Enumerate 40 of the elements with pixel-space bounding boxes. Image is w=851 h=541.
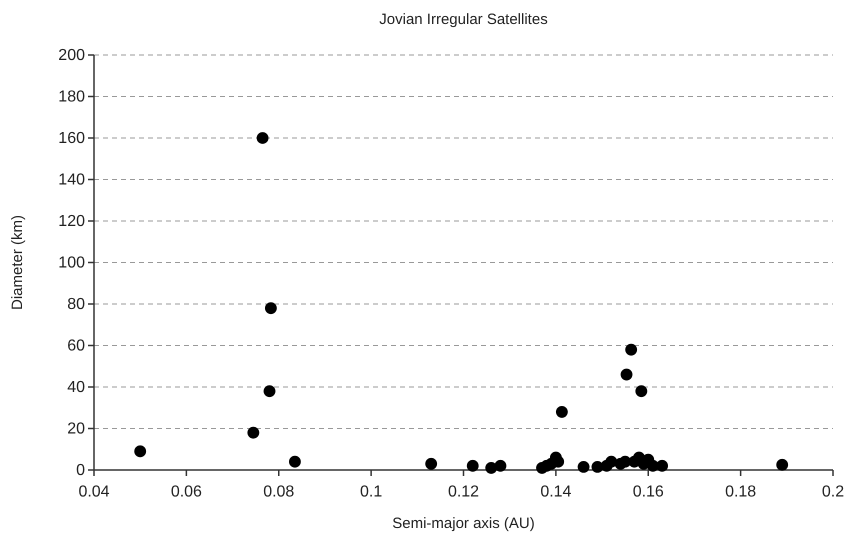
point <box>494 460 506 472</box>
x-tick-label: 0.14 <box>540 484 572 501</box>
y-tick-label: 100 <box>58 254 86 272</box>
x-tick-label: 0.04 <box>78 484 110 501</box>
point <box>656 460 668 472</box>
point <box>264 302 277 314</box>
point <box>625 344 638 356</box>
y-tick-label: 60 <box>67 338 86 355</box>
x-tick-label: 0.1 <box>360 484 382 501</box>
point <box>256 132 268 144</box>
x-tick-label: 0.16 <box>632 484 664 501</box>
x-axis-title: Semi-major axis (AU) <box>392 515 535 532</box>
point <box>620 368 632 380</box>
point <box>776 458 788 471</box>
x-tick-label: 0.08 <box>263 484 294 501</box>
y-tick-label: 180 <box>58 88 86 106</box>
point <box>264 385 276 398</box>
y-tick-label: 80 <box>67 296 86 314</box>
y-tick-label: 20 <box>67 420 86 438</box>
point <box>466 460 479 472</box>
y-tick-label: 120 <box>58 213 86 230</box>
point <box>425 458 438 470</box>
y-axis-title: Diameter (km) <box>9 214 26 310</box>
point <box>578 460 590 473</box>
x-tick-label: 0.06 <box>170 484 202 501</box>
y-tick-label: 140 <box>58 172 86 189</box>
y-tick-label: 160 <box>58 130 86 148</box>
point <box>289 456 301 468</box>
y-tick-label: 40 <box>67 379 86 396</box>
x-tick-label: 0.12 <box>448 484 480 501</box>
point <box>485 462 498 474</box>
y-tick-label: 0 <box>76 462 86 480</box>
chart-title: Jovian Irregular Satellites <box>379 11 548 28</box>
point <box>635 385 648 398</box>
y-tick-label: 200 <box>58 47 86 64</box>
x-tick-label: 0.2 <box>822 484 844 501</box>
x-tick-label: 0.18 <box>725 484 756 501</box>
point <box>556 406 568 418</box>
point <box>134 445 146 458</box>
point <box>247 426 260 439</box>
